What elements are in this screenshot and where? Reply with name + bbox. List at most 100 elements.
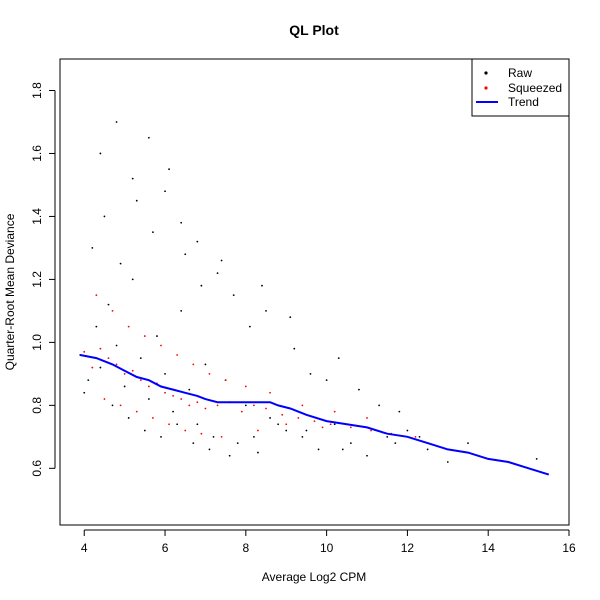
raw-point [131,278,134,281]
raw-point [123,385,126,388]
raw-point [398,410,401,413]
raw-point [341,448,344,451]
squeezed-point [216,404,219,407]
squeezed-point [103,398,106,400]
squeezed-point [192,363,195,366]
x-tick-label: 12 [401,541,415,555]
raw-point [196,240,199,243]
y-tick-label: 1.8 [30,82,44,99]
raw-point [131,177,134,180]
raw-point [337,357,340,360]
raw-point [99,152,102,155]
y-tick-label: 0.6 [30,460,44,477]
raw-point [188,388,191,391]
raw-point [152,231,154,234]
chart-title: QL Plot [289,22,339,38]
squeezed-point [200,432,203,435]
squeezed-point [253,404,255,407]
x-tick-label: 8 [242,541,249,555]
squeezed-point [131,369,134,372]
squeezed-point [333,410,336,413]
squeezed-point [172,395,175,397]
raw-point [147,398,150,400]
raw-point [257,451,259,454]
squeezed-points [83,294,417,438]
raw-point [212,435,215,438]
raw-point [143,429,146,432]
raw-point [216,272,219,275]
squeezed-point [224,379,227,382]
x-axis: 4 6 8 10 12 14 16 [81,529,576,555]
squeezed-point [321,426,324,429]
squeezed-point [168,423,170,426]
squeezed-point [176,354,179,356]
raw-point [265,309,267,312]
legend-raw-marker [484,71,488,75]
squeezed-point [240,410,243,413]
squeezed-point [366,417,368,419]
y-tick-label: 1.4 [30,208,44,225]
squeezed-point [160,344,162,347]
squeezed-point [301,404,304,407]
raw-point [172,410,175,413]
plot-frame [59,58,570,526]
squeezed-point [119,404,122,407]
squeezed-point [99,347,102,350]
raw-point [184,253,187,256]
raw-point [277,423,280,426]
squeezed-point [204,407,207,410]
raw-point [220,259,223,262]
squeezed-point [269,391,271,394]
raw-point [99,366,102,369]
squeezed-point [370,429,372,432]
squeezed-point [349,426,352,429]
raw-point [180,221,183,224]
raw-point [467,442,469,445]
raw-point [115,121,118,123]
legend-squeezed-label: Squeezed [508,81,562,95]
squeezed-point [152,417,154,419]
raw-point [358,388,360,391]
legend-trend-label: Trend [508,95,539,109]
squeezed-point [285,423,288,426]
raw-point [192,442,195,445]
raw-point [236,442,239,445]
raw-point [115,344,118,347]
raw-point [309,372,312,375]
raw-point [91,247,94,249]
raw-point [244,404,247,407]
raw-point [378,404,381,407]
raw-point [168,168,170,171]
squeezed-point [115,363,118,366]
raw-point [204,363,207,366]
squeezed-point [414,435,417,438]
squeezed-point [281,413,284,416]
raw-point [180,309,183,312]
y-tick-label: 1.6 [30,145,44,162]
squeezed-point [139,379,142,382]
squeezed-point [196,401,199,404]
y-tick-label: 0.8 [30,397,44,414]
raw-point [196,423,199,426]
x-tick-label: 4 [81,541,88,555]
squeezed-point [180,398,183,400]
raw-point [349,442,352,445]
raw-point [418,435,421,438]
raw-point [147,136,150,139]
raw-point [269,417,271,419]
x-tick-label: 6 [162,541,169,555]
raw-point [394,442,397,445]
raw-points [79,121,538,463]
raw-point [127,417,130,419]
squeezed-point [208,372,211,375]
squeezed-point [257,429,259,432]
raw-point [446,461,449,463]
squeezed-point [164,391,166,394]
y-axis-label: Quarter-Root Mean Deviance [3,213,17,370]
raw-point [386,435,389,438]
y-tick-label: 1.2 [30,271,44,288]
raw-point [160,435,162,438]
legend: Raw Squeezed Trend [471,58,570,117]
raw-point [289,316,292,319]
raw-point [176,423,179,426]
